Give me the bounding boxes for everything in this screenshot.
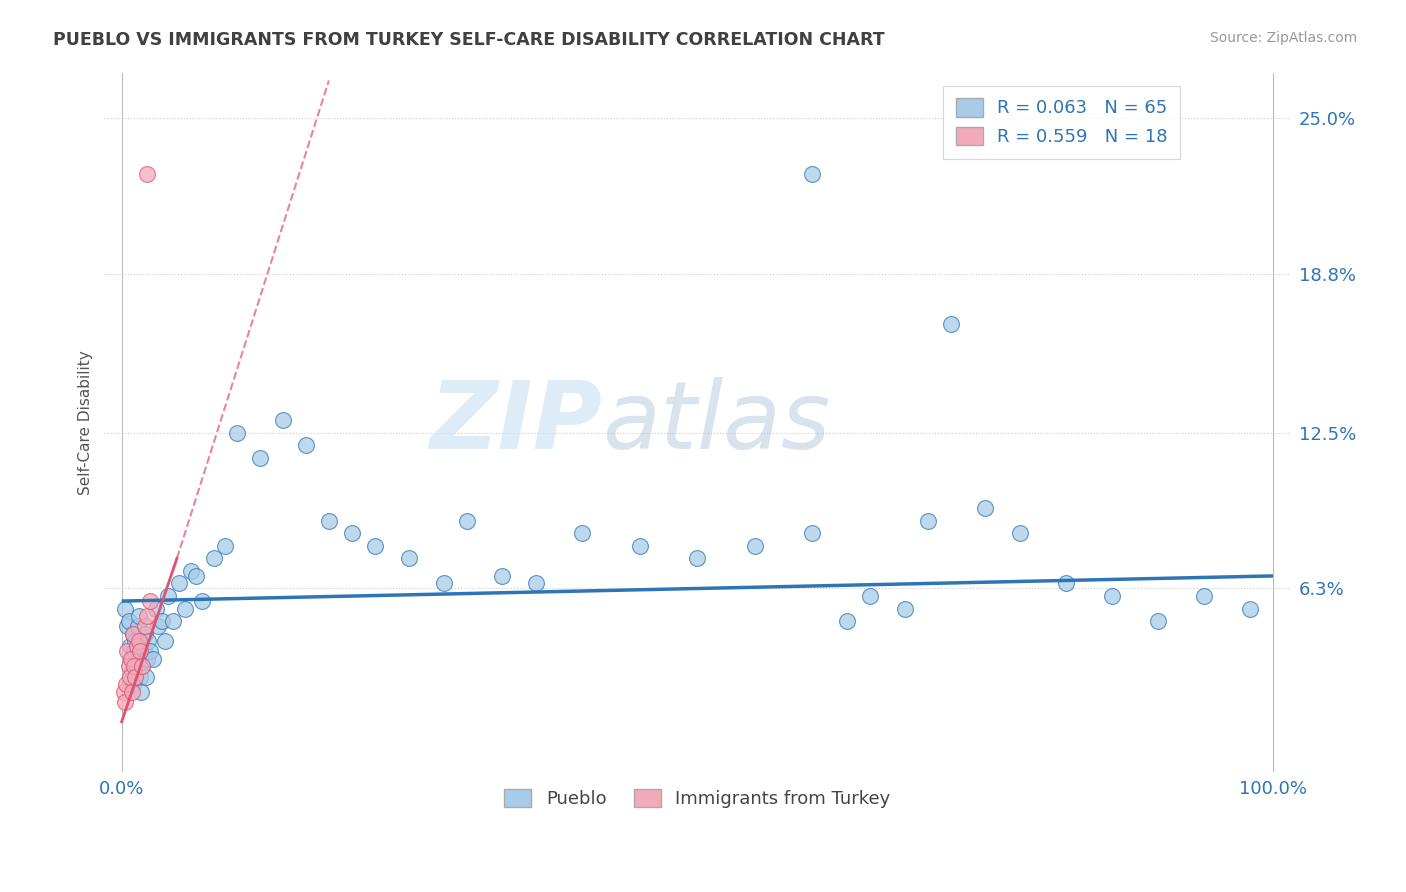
Point	[491, 569, 513, 583]
Point	[456, 514, 478, 528]
Point	[142, 652, 165, 666]
Point	[162, 614, 184, 628]
Point	[155, 634, 177, 648]
Point	[139, 594, 162, 608]
Point	[114, 695, 136, 709]
Point	[118, 640, 141, 654]
Point	[249, 450, 271, 465]
Point	[571, 526, 593, 541]
Point	[156, 589, 179, 603]
Point	[128, 652, 150, 666]
Point	[117, 614, 139, 628]
Point	[801, 526, 824, 541]
Point	[340, 526, 363, 541]
Point	[124, 644, 146, 658]
Point	[115, 677, 138, 691]
Point	[112, 684, 135, 698]
Point	[117, 619, 139, 633]
Point	[939, 318, 962, 332]
Point	[433, 576, 456, 591]
Text: atlas: atlas	[602, 377, 831, 468]
Point	[191, 594, 214, 608]
Point	[186, 569, 208, 583]
Point	[129, 669, 152, 683]
Point	[131, 659, 153, 673]
Point	[131, 659, 153, 673]
Point	[125, 640, 148, 654]
Point	[686, 551, 709, 566]
Point	[128, 609, 150, 624]
Point	[122, 626, 145, 640]
Point	[398, 551, 420, 566]
Point	[134, 626, 156, 640]
Point	[295, 438, 318, 452]
Point	[125, 665, 148, 679]
Point	[364, 539, 387, 553]
Point	[628, 539, 651, 553]
Point	[974, 501, 997, 516]
Point	[122, 626, 145, 640]
Point	[1054, 576, 1077, 591]
Point	[225, 425, 247, 440]
Point	[917, 514, 939, 528]
Point	[129, 644, 152, 658]
Point	[150, 614, 173, 628]
Point	[180, 564, 202, 578]
Point	[136, 167, 159, 181]
Point	[148, 619, 170, 633]
Point	[124, 669, 146, 683]
Point	[202, 551, 225, 566]
Point	[117, 644, 139, 658]
Point	[117, 659, 139, 673]
Point	[524, 576, 547, 591]
Point	[174, 601, 197, 615]
Point	[318, 514, 340, 528]
Point	[835, 614, 858, 628]
Point	[139, 644, 162, 658]
Point	[893, 601, 915, 615]
Point	[121, 665, 143, 679]
Text: ZIP: ZIP	[430, 376, 602, 468]
Legend: Pueblo, Immigrants from Turkey: Pueblo, Immigrants from Turkey	[498, 781, 897, 815]
Point	[1147, 614, 1170, 628]
Point	[136, 609, 159, 624]
Point	[132, 644, 155, 658]
Point	[214, 539, 236, 553]
Point	[127, 619, 149, 633]
Point	[124, 659, 146, 673]
Point	[120, 652, 142, 666]
Point	[124, 634, 146, 648]
Point	[122, 677, 145, 691]
Text: Source: ZipAtlas.com: Source: ZipAtlas.com	[1209, 31, 1357, 45]
Point	[1239, 601, 1261, 615]
Point	[271, 413, 294, 427]
Point	[121, 684, 143, 698]
Point	[744, 539, 766, 553]
Point	[135, 669, 157, 683]
Y-axis label: Self-Care Disability: Self-Care Disability	[79, 351, 93, 495]
Point	[136, 634, 159, 648]
Point	[114, 601, 136, 615]
Text: PUEBLO VS IMMIGRANTS FROM TURKEY SELF-CARE DISABILITY CORRELATION CHART: PUEBLO VS IMMIGRANTS FROM TURKEY SELF-CA…	[53, 31, 884, 49]
Point	[1008, 526, 1031, 541]
Point	[1101, 589, 1123, 603]
Point	[145, 601, 167, 615]
Point	[120, 652, 142, 666]
Point	[129, 684, 152, 698]
Point	[128, 634, 150, 648]
Point	[801, 167, 824, 181]
Point	[1192, 589, 1215, 603]
Point	[136, 652, 159, 666]
Point	[134, 619, 156, 633]
Point	[167, 576, 190, 591]
Point	[118, 669, 141, 683]
Point	[859, 589, 882, 603]
